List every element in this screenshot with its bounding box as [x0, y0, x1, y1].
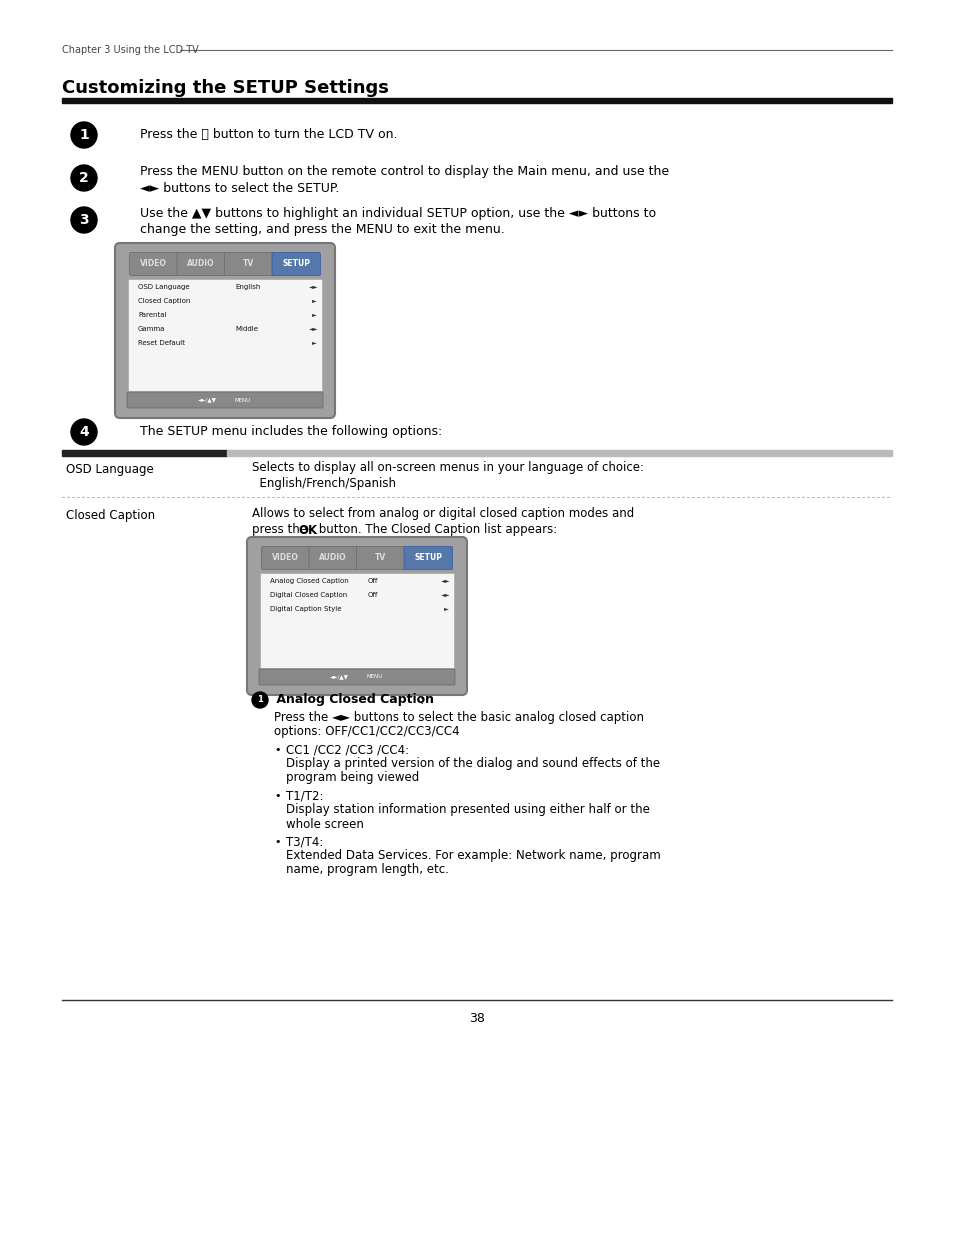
Text: •: •	[274, 790, 280, 802]
Text: Selects to display all on-screen menus in your language of choice:: Selects to display all on-screen menus i…	[252, 461, 643, 473]
Text: 2: 2	[79, 170, 89, 185]
Text: change the setting, and press the MENU to exit the menu.: change the setting, and press the MENU t…	[140, 224, 504, 236]
Text: SETUP: SETUP	[282, 259, 310, 268]
Text: Customizing the SETUP Settings: Customizing the SETUP Settings	[62, 79, 389, 98]
Text: MENU: MENU	[367, 674, 383, 679]
Text: •: •	[274, 745, 280, 755]
FancyBboxPatch shape	[130, 252, 178, 275]
Text: TV: TV	[375, 553, 386, 562]
Text: ►: ►	[312, 312, 316, 317]
Text: Closed Caption: Closed Caption	[66, 510, 155, 522]
Text: Use the ▲▼ buttons to highlight an individual SETUP option, use the ◄► buttons t: Use the ▲▼ buttons to highlight an indiv…	[140, 206, 656, 220]
Text: OK: OK	[297, 524, 316, 536]
FancyBboxPatch shape	[309, 547, 357, 569]
Text: press the: press the	[252, 524, 311, 536]
Text: 38: 38	[469, 1011, 484, 1025]
Text: AUDIO: AUDIO	[319, 553, 347, 562]
FancyBboxPatch shape	[127, 391, 323, 408]
Text: SETUP: SETUP	[414, 553, 442, 562]
Text: Closed Caption: Closed Caption	[138, 298, 191, 304]
Text: Gamma: Gamma	[138, 326, 165, 332]
Text: button. The Closed Caption list appears:: button. The Closed Caption list appears:	[314, 524, 557, 536]
Text: ►: ►	[312, 299, 316, 304]
Text: 3: 3	[79, 212, 89, 227]
Text: OSD Language: OSD Language	[138, 284, 190, 290]
FancyBboxPatch shape	[261, 547, 310, 569]
Bar	[128, 279, 322, 391]
Text: Display station information presented using either half or the: Display station information presented us…	[286, 804, 649, 816]
Text: Middle: Middle	[235, 326, 258, 332]
FancyBboxPatch shape	[247, 537, 467, 695]
Text: MENU: MENU	[234, 398, 251, 403]
Text: Display a printed version of the dialog and sound effects of the: Display a printed version of the dialog …	[286, 757, 659, 771]
FancyBboxPatch shape	[272, 252, 320, 275]
Text: :: :	[419, 694, 424, 706]
Bar	[227, 450, 891, 456]
Text: Parental: Parental	[138, 312, 167, 317]
Text: VIDEO: VIDEO	[272, 553, 299, 562]
Text: Digital Caption Style: Digital Caption Style	[270, 606, 341, 613]
Text: Press the MENU button on the remote control to display the Main menu, and use th: Press the MENU button on the remote cont…	[140, 164, 668, 178]
Text: •: •	[274, 837, 280, 847]
Text: CC1 /CC2 /CC3 /CC4:: CC1 /CC2 /CC3 /CC4:	[286, 743, 409, 757]
Text: TV: TV	[243, 259, 254, 268]
Text: Off: Off	[367, 592, 377, 598]
Text: AUDIO: AUDIO	[187, 259, 214, 268]
FancyBboxPatch shape	[115, 243, 335, 417]
Circle shape	[71, 165, 97, 191]
Text: T1/T2:: T1/T2:	[286, 789, 323, 803]
Text: Reset Default: Reset Default	[138, 340, 185, 346]
Text: options: OFF/CC1/CC2/CC3/CC4: options: OFF/CC1/CC2/CC3/CC4	[274, 725, 459, 739]
Bar	[260, 573, 454, 668]
Text: Digital Closed Caption: Digital Closed Caption	[270, 592, 347, 598]
Text: Allows to select from analog or digital closed caption modes and: Allows to select from analog or digital …	[252, 506, 634, 520]
Text: 1: 1	[79, 128, 89, 142]
Text: ◄►/▲▼: ◄►/▲▼	[197, 398, 216, 403]
Text: 1: 1	[256, 695, 263, 704]
Text: ◄►: ◄►	[441, 578, 450, 583]
Circle shape	[71, 419, 97, 445]
Bar	[62, 450, 227, 456]
Text: ◄►: ◄►	[309, 284, 318, 289]
Text: name, program length, etc.: name, program length, etc.	[286, 863, 449, 877]
Text: ◄►/▲▼: ◄►/▲▼	[329, 674, 348, 679]
Text: Analog Closed Caption: Analog Closed Caption	[270, 578, 349, 584]
Text: Chapter 3 Using the LCD TV: Chapter 3 Using the LCD TV	[62, 44, 198, 56]
Text: 4: 4	[79, 425, 89, 438]
FancyBboxPatch shape	[356, 547, 405, 569]
Text: The SETUP menu includes the following options:: The SETUP menu includes the following op…	[140, 426, 442, 438]
Text: ◄► buttons to select the SETUP.: ◄► buttons to select the SETUP.	[140, 182, 339, 194]
Text: ►: ►	[312, 341, 316, 346]
Text: ►: ►	[443, 606, 448, 611]
Text: Analog Closed Caption: Analog Closed Caption	[272, 694, 434, 706]
Text: T3/T4:: T3/T4:	[286, 836, 323, 848]
Circle shape	[252, 692, 268, 708]
Text: whole screen: whole screen	[286, 818, 363, 830]
FancyBboxPatch shape	[224, 252, 273, 275]
Text: ◄►: ◄►	[309, 326, 318, 331]
Text: OSD Language: OSD Language	[66, 463, 153, 477]
FancyBboxPatch shape	[258, 669, 455, 685]
Text: Off: Off	[367, 578, 377, 584]
Text: English: English	[235, 284, 260, 290]
Text: Extended Data Services. For example: Network name, program: Extended Data Services. For example: Net…	[286, 850, 660, 862]
Bar	[62, 98, 891, 103]
Text: Press the ⏻ button to turn the LCD TV on.: Press the ⏻ button to turn the LCD TV on…	[140, 128, 397, 142]
Text: ◄►: ◄►	[441, 593, 450, 598]
Text: program being viewed: program being viewed	[286, 772, 418, 784]
Text: VIDEO: VIDEO	[140, 259, 167, 268]
Text: Press the ◄► buttons to select the basic analog closed caption: Press the ◄► buttons to select the basic…	[274, 710, 643, 724]
FancyBboxPatch shape	[177, 252, 225, 275]
Text: English/French/Spanish: English/French/Spanish	[252, 477, 395, 489]
Circle shape	[71, 207, 97, 233]
FancyBboxPatch shape	[403, 547, 452, 569]
Circle shape	[71, 122, 97, 148]
